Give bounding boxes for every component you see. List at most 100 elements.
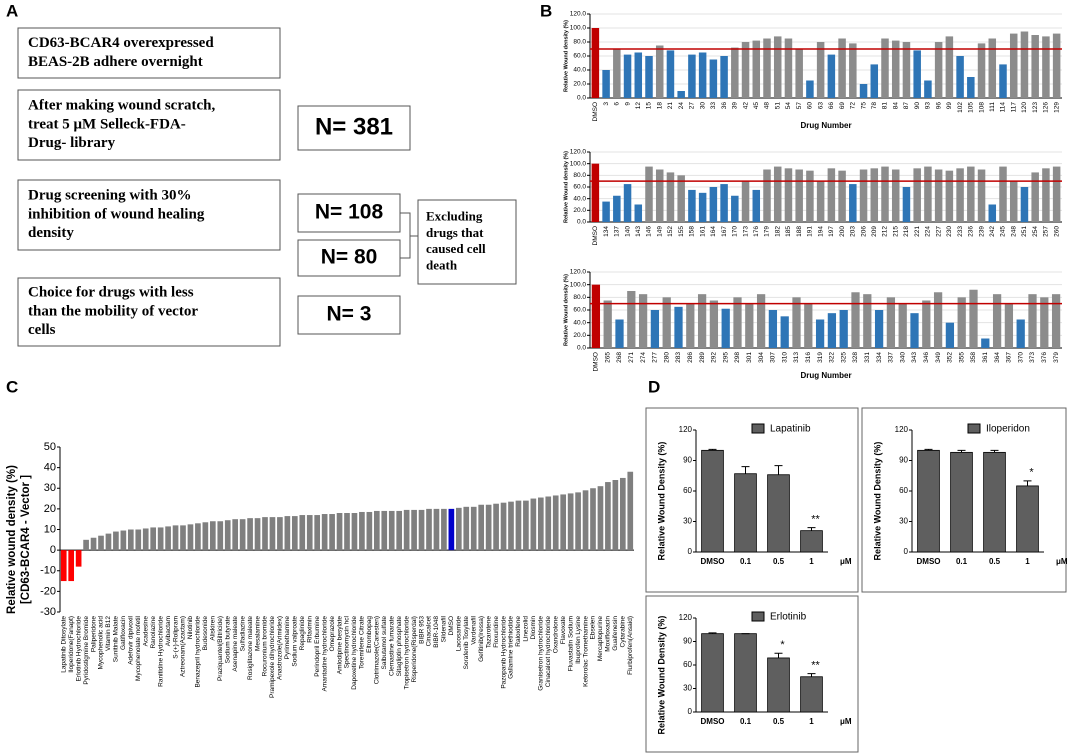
- x-tick-label: Amantadine hydrochloride: [321, 616, 328, 692]
- x-tick-label: Pyrimethamine: [284, 616, 291, 660]
- bar: [493, 503, 499, 551]
- flow-text: Excluding: [426, 209, 483, 224]
- bar: [613, 195, 621, 222]
- x-tick-label: 289: [699, 352, 706, 363]
- bar: [741, 42, 750, 98]
- x-tick-label: 260: [1053, 226, 1060, 237]
- x-tick-label: Spectinomycin hcl: [344, 615, 351, 668]
- bar: [623, 54, 632, 98]
- x-tick-label: 310: [781, 352, 788, 363]
- x-tick-label: 81: [882, 102, 889, 110]
- bar: [321, 514, 328, 551]
- x-tick-label: Pyridostigmine Bromide: [83, 616, 90, 685]
- bar: [582, 490, 589, 551]
- x-tick-label: 283: [675, 352, 682, 363]
- x-tick-label: 69: [839, 102, 846, 110]
- x-tick-label: 54: [785, 102, 792, 110]
- bar: [478, 504, 485, 551]
- bar: [886, 297, 896, 348]
- bar: [859, 169, 868, 222]
- x-tick-label: Sodium valproate: [292, 616, 299, 667]
- x-tick-label: Gatifloxacin: [120, 616, 127, 650]
- x-tick-label: 18: [656, 102, 663, 110]
- bar: [224, 520, 231, 551]
- bar: [945, 170, 954, 222]
- y-axis-label: Relative Wound Density (%): [872, 442, 882, 561]
- bar: [838, 170, 846, 222]
- count-box: [297, 193, 401, 233]
- x-tick-label: 227: [935, 226, 942, 237]
- y-tick-label: 0: [50, 544, 56, 556]
- bar: [373, 510, 380, 551]
- bar: [411, 509, 417, 551]
- x-tick-label: Linezolid: [523, 616, 530, 642]
- y-tick-label: 90: [683, 456, 692, 465]
- y-tick-label: 80.0: [573, 172, 586, 179]
- bar: [773, 166, 782, 222]
- bar: [575, 492, 581, 551]
- x-axis-label: μM: [1056, 557, 1068, 566]
- bar: [142, 528, 149, 551]
- x-tick-label: 167: [721, 226, 728, 237]
- significance: *: [780, 639, 785, 651]
- y-axis-label: Relative Wound Density (%): [656, 616, 666, 735]
- bar: [291, 516, 298, 551]
- x-tick-label: Ranitidine Hydrochloride: [157, 616, 164, 687]
- bar: [83, 539, 89, 551]
- x-tick-label: 99: [946, 102, 953, 110]
- x-tick-label: 1: [809, 717, 814, 726]
- x-tick-label: 66: [828, 102, 835, 110]
- flow-text: caused cell: [426, 241, 486, 256]
- x-tick-label: 75: [860, 102, 867, 110]
- bar: [113, 531, 119, 551]
- legend-swatch: [751, 423, 765, 434]
- x-tick-label: 194: [817, 226, 824, 237]
- bar: [277, 517, 283, 551]
- bar: [898, 303, 907, 348]
- x-tick-label: 361: [982, 352, 989, 363]
- bar: [634, 204, 643, 222]
- bar: [795, 169, 803, 222]
- x-tick-label: Ibuprofen Lysine: [575, 616, 582, 664]
- x-tick-label: 57: [796, 102, 803, 110]
- bar: [752, 40, 761, 98]
- x-tick-label: 149: [656, 226, 663, 237]
- bar: [388, 510, 395, 551]
- error-bar: [708, 448, 717, 451]
- y-tick-label: 60.0: [573, 184, 586, 191]
- x-tick-label: BIBR 953: [418, 616, 425, 644]
- bar: [891, 40, 900, 98]
- x-tick-label: Sunitinib Malate: [113, 616, 120, 663]
- bar: [602, 70, 610, 98]
- bar: [418, 509, 425, 551]
- bar: [913, 50, 921, 98]
- bar: [709, 59, 718, 98]
- x-tick-label: 93: [925, 102, 932, 110]
- bar: [591, 284, 601, 348]
- x-tick-label: Aliskiren: [210, 616, 217, 641]
- x-tick-label: 182: [774, 226, 781, 237]
- x-tick-label: 370: [1017, 352, 1024, 363]
- x-tick-label: 123: [1032, 102, 1039, 113]
- bar: [800, 530, 823, 553]
- x-tick-label: 325: [840, 352, 847, 363]
- y-tick-label: 120.0: [570, 11, 587, 18]
- x-tick-label: 200: [839, 226, 846, 237]
- flow-text: inhibition of wound healing: [28, 206, 205, 222]
- bar: [1042, 36, 1050, 98]
- y-tick-label: 100.0: [570, 25, 587, 32]
- x-tick-label: 337: [888, 352, 895, 363]
- flow-text: than the mobility of vector: [28, 303, 198, 319]
- x-tick-label: Diosmin: [530, 616, 537, 640]
- x-tick-label: 265: [604, 352, 611, 363]
- y-tick-label: 40.0: [573, 195, 586, 202]
- bar: [567, 493, 574, 551]
- x-tick-label: 379: [1053, 352, 1060, 363]
- x-tick-label: Salbutamol sulfate: [381, 616, 388, 670]
- bar: [838, 38, 846, 98]
- bar: [800, 676, 823, 713]
- bar: [859, 84, 868, 98]
- error-bar: [708, 632, 717, 634]
- bar: [508, 501, 514, 551]
- bar: [763, 169, 771, 222]
